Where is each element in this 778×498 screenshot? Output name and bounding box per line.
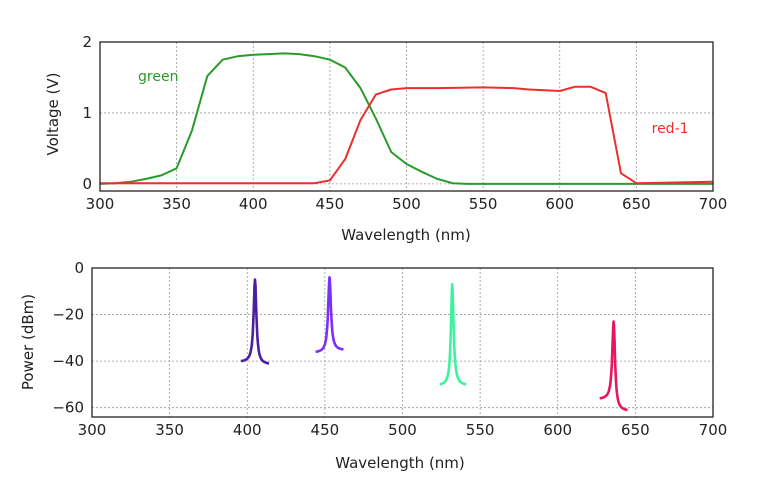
- y-tick-label: 0: [74, 259, 84, 277]
- x-tick-label: 350: [155, 421, 184, 439]
- x-tick-label: 700: [699, 195, 728, 213]
- annotation-green: green: [138, 69, 178, 85]
- y-tick-label: 0: [82, 175, 92, 193]
- x-tick-label: 400: [233, 421, 262, 439]
- x-tick-label: 650: [621, 421, 650, 439]
- series-line-green: [99, 52, 713, 185]
- x-tick-label: 550: [469, 195, 498, 213]
- x-tick-label: 300: [78, 421, 107, 439]
- y-tick-label: −20: [52, 306, 84, 324]
- x-tick-label: 600: [543, 421, 572, 439]
- power-x-axis-label: Wavelength (nm): [335, 454, 465, 472]
- power-chart: 300 350 400 450 500 550 600 650 700 0 −20 −40 −60 W…: [19, 259, 727, 472]
- x-tick-label: 400: [239, 195, 268, 213]
- voltage-plot-frame: [99, 41, 714, 192]
- emission-peak-3: [438, 282, 468, 386]
- voltage-x-ticks: 300 350 400 450 500 550 600 650 700: [86, 195, 728, 213]
- voltage-y-axis-label: Voltage (V): [44, 73, 62, 156]
- y-tick-label: 2: [82, 33, 92, 51]
- y-tick-label: −60: [52, 399, 84, 417]
- voltage-chart: 300 350 400 450 500 550 600 650 700 0 1 2 green red…: [44, 33, 727, 244]
- x-tick-label: 450: [316, 195, 345, 213]
- voltage-series: [99, 52, 714, 185]
- emission-peak-4: [598, 320, 629, 412]
- emission-peak-2: [314, 275, 345, 354]
- x-tick-label: 650: [622, 195, 651, 213]
- x-tick-label: 500: [392, 195, 421, 213]
- x-tick-label: 300: [86, 195, 115, 213]
- x-tick-label: 700: [699, 421, 728, 439]
- y-tick-label: 1: [82, 104, 92, 122]
- x-tick-label: 450: [311, 421, 340, 439]
- x-tick-label: 550: [466, 421, 495, 439]
- power-y-axis-label: Power (dBm): [19, 294, 37, 390]
- voltage-y-ticks: 0 1 2: [82, 33, 92, 193]
- voltage-x-axis-label: Wavelength (nm): [341, 226, 471, 244]
- series-line-red-1: [100, 85, 714, 185]
- power-series: [240, 275, 629, 412]
- x-tick-label: 600: [545, 195, 574, 213]
- power-x-ticks: 300 350 400 450 500 550 600 650 700: [78, 421, 728, 439]
- y-tick-label: −40: [52, 352, 84, 370]
- power-grid: [92, 267, 713, 417]
- annotation-red-1: red-1: [652, 121, 689, 137]
- voltage-grid: [100, 41, 713, 191]
- emission-peak-1: [240, 278, 270, 365]
- x-tick-label: 500: [388, 421, 417, 439]
- voltage-annotations: green red-1: [138, 69, 689, 137]
- power-plot-frame: [91, 267, 714, 418]
- power-y-ticks: 0 −20 −40 −60: [52, 259, 84, 417]
- x-tick-label: 350: [162, 195, 191, 213]
